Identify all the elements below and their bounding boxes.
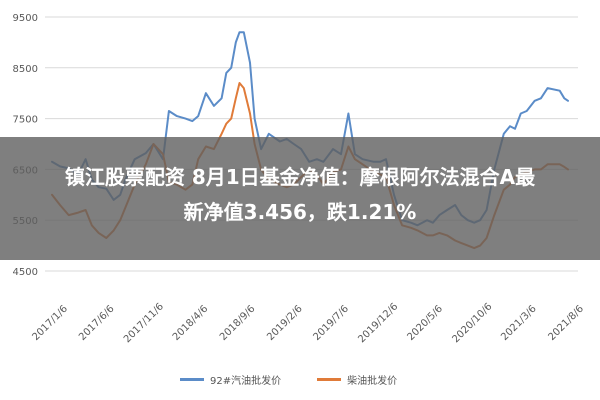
legend-item-diesel: 柴油批发价: [317, 372, 397, 387]
y-tick-label: 4500: [13, 267, 38, 278]
caption-overlay: [0, 137, 600, 260]
x-tick-label: 2019/7/6: [311, 303, 351, 343]
x-tick-label: 2020/10/6: [450, 301, 494, 345]
caption-line-2: 新净值3.456，跌1.21%: [183, 200, 417, 224]
x-axis-ticks: 2017/1/6 2017/6/6 2017/11/6 2018/4/6 2018/9/…: [30, 301, 586, 345]
legend-swatch-gasoline: [180, 377, 204, 381]
y-tick-label: 8500: [13, 64, 38, 75]
x-tick-label: 2021/8/6: [546, 303, 586, 343]
y-tick-label: 9500: [13, 13, 38, 24]
x-tick-label: 2017/11/6: [122, 301, 166, 345]
x-tick-label: 2020/5/6: [406, 303, 446, 343]
x-tick-label: 2021/3/6: [499, 303, 539, 343]
legend-swatch-diesel: [317, 377, 342, 381]
caption-line-1: 镇江股票配资 8月1日基金净值：摩根阿尔法混合A最: [64, 165, 536, 189]
legend-item-gasoline: 92#汽油批发价: [180, 372, 281, 387]
legend-label-diesel: 柴油批发价: [347, 375, 398, 387]
x-tick-label: 2017/1/6: [30, 303, 70, 343]
x-tick-label: 2017/6/6: [77, 303, 117, 343]
x-tick-label: 2018/9/6: [218, 303, 258, 343]
x-tick-label: 2019/12/6: [356, 301, 400, 345]
y-tick-label: 7500: [13, 115, 38, 126]
x-tick-label: 2018/4/6: [171, 303, 211, 343]
legend: 92#汽油批发价 柴油批发价: [180, 370, 433, 388]
legend-label-gasoline: 92#汽油批发价: [210, 375, 282, 387]
caption-text: 镇江股票配资 8月1日基金净值：摩根阿尔法混合A最 新净值3.456，跌1.21…: [0, 160, 600, 230]
x-tick-label: 2019/2/6: [265, 303, 305, 343]
